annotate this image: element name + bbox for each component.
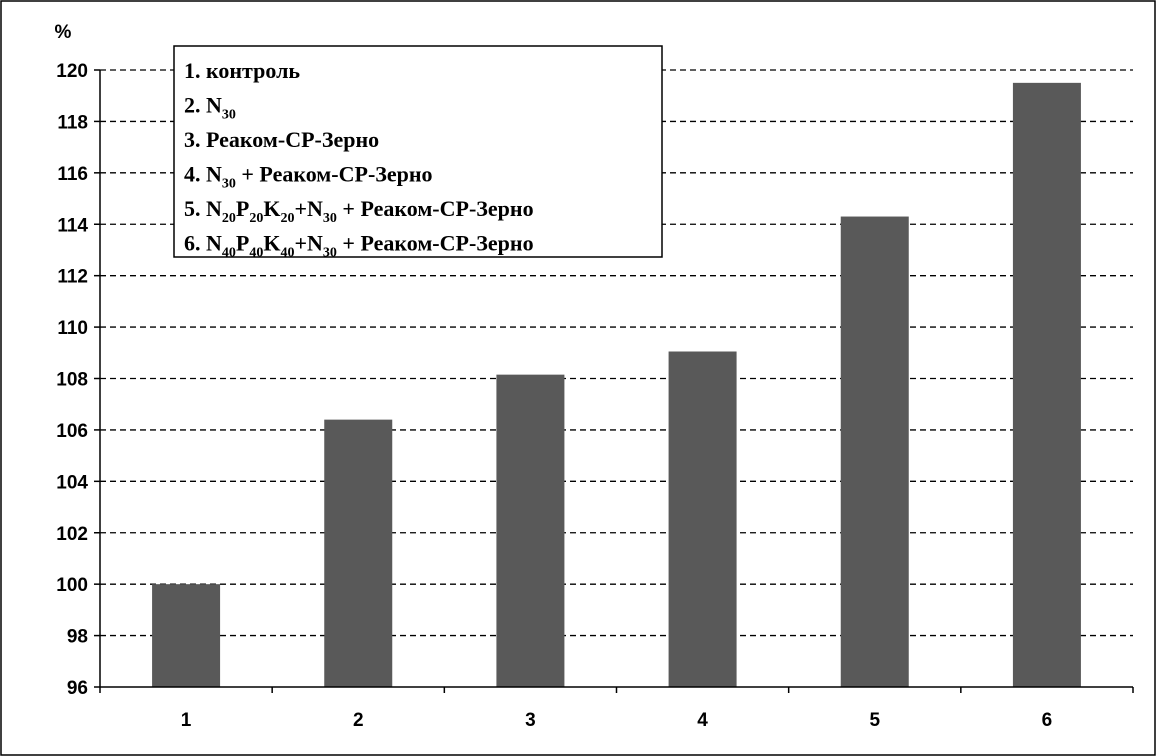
bar <box>1012 82 1081 687</box>
x-tick-label: 5 <box>869 710 880 731</box>
bar <box>324 419 393 687</box>
bar <box>152 584 221 687</box>
bar <box>840 216 909 687</box>
y-tick-label: 104 <box>56 472 88 493</box>
y-tick-label: 114 <box>57 215 88 236</box>
x-tick-label: 6 <box>1042 710 1053 731</box>
x-tick-label: 1 <box>181 710 192 731</box>
y-tick-label: 120 <box>56 61 88 82</box>
legend-entry: 5. N20P20K20+N30 + Реаком-СР-Зерно <box>184 196 534 226</box>
y-axis-label: % <box>55 22 72 43</box>
legend-entry: 1. контроль <box>184 58 300 83</box>
y-tick-label: 118 <box>57 112 88 133</box>
legend: 1. контроль 2. N30 3. Реаком-СР-Зерно 4. N3… <box>173 45 663 261</box>
legend-entry: 6. N40P40K40+N30 + Реаком-СР-Зерно <box>184 231 534 261</box>
x-tick-label: 4 <box>697 710 708 731</box>
y-tick-label: 112 <box>57 267 88 288</box>
y-tick-label: 108 <box>56 370 88 391</box>
y-tick-label: 98 <box>67 627 88 648</box>
y-tick-label: 100 <box>56 575 88 596</box>
y-tick-label: 106 <box>56 421 88 442</box>
legend-entry: 2. N30 <box>184 93 236 123</box>
bar <box>668 351 737 687</box>
y-tick-label: 110 <box>57 318 88 339</box>
y-tick-label: 102 <box>56 524 88 545</box>
bars <box>152 82 1081 687</box>
legend-entry: 4. N30 + Реаком-СР-Зерно <box>184 162 433 192</box>
x-tick-label: 2 <box>353 710 364 731</box>
y-tick-label: 116 <box>57 164 88 185</box>
y-tick-label: 96 <box>67 678 88 699</box>
axes: 96 98 100 102 104 106 108 110 112 114 116 118 120 1 2 3… <box>55 22 1134 731</box>
bar <box>496 374 565 687</box>
legend-box <box>173 45 663 258</box>
x-tick-label: 3 <box>525 710 536 731</box>
legend-entry: 3. Реаком-СР-Зерно <box>184 127 379 152</box>
